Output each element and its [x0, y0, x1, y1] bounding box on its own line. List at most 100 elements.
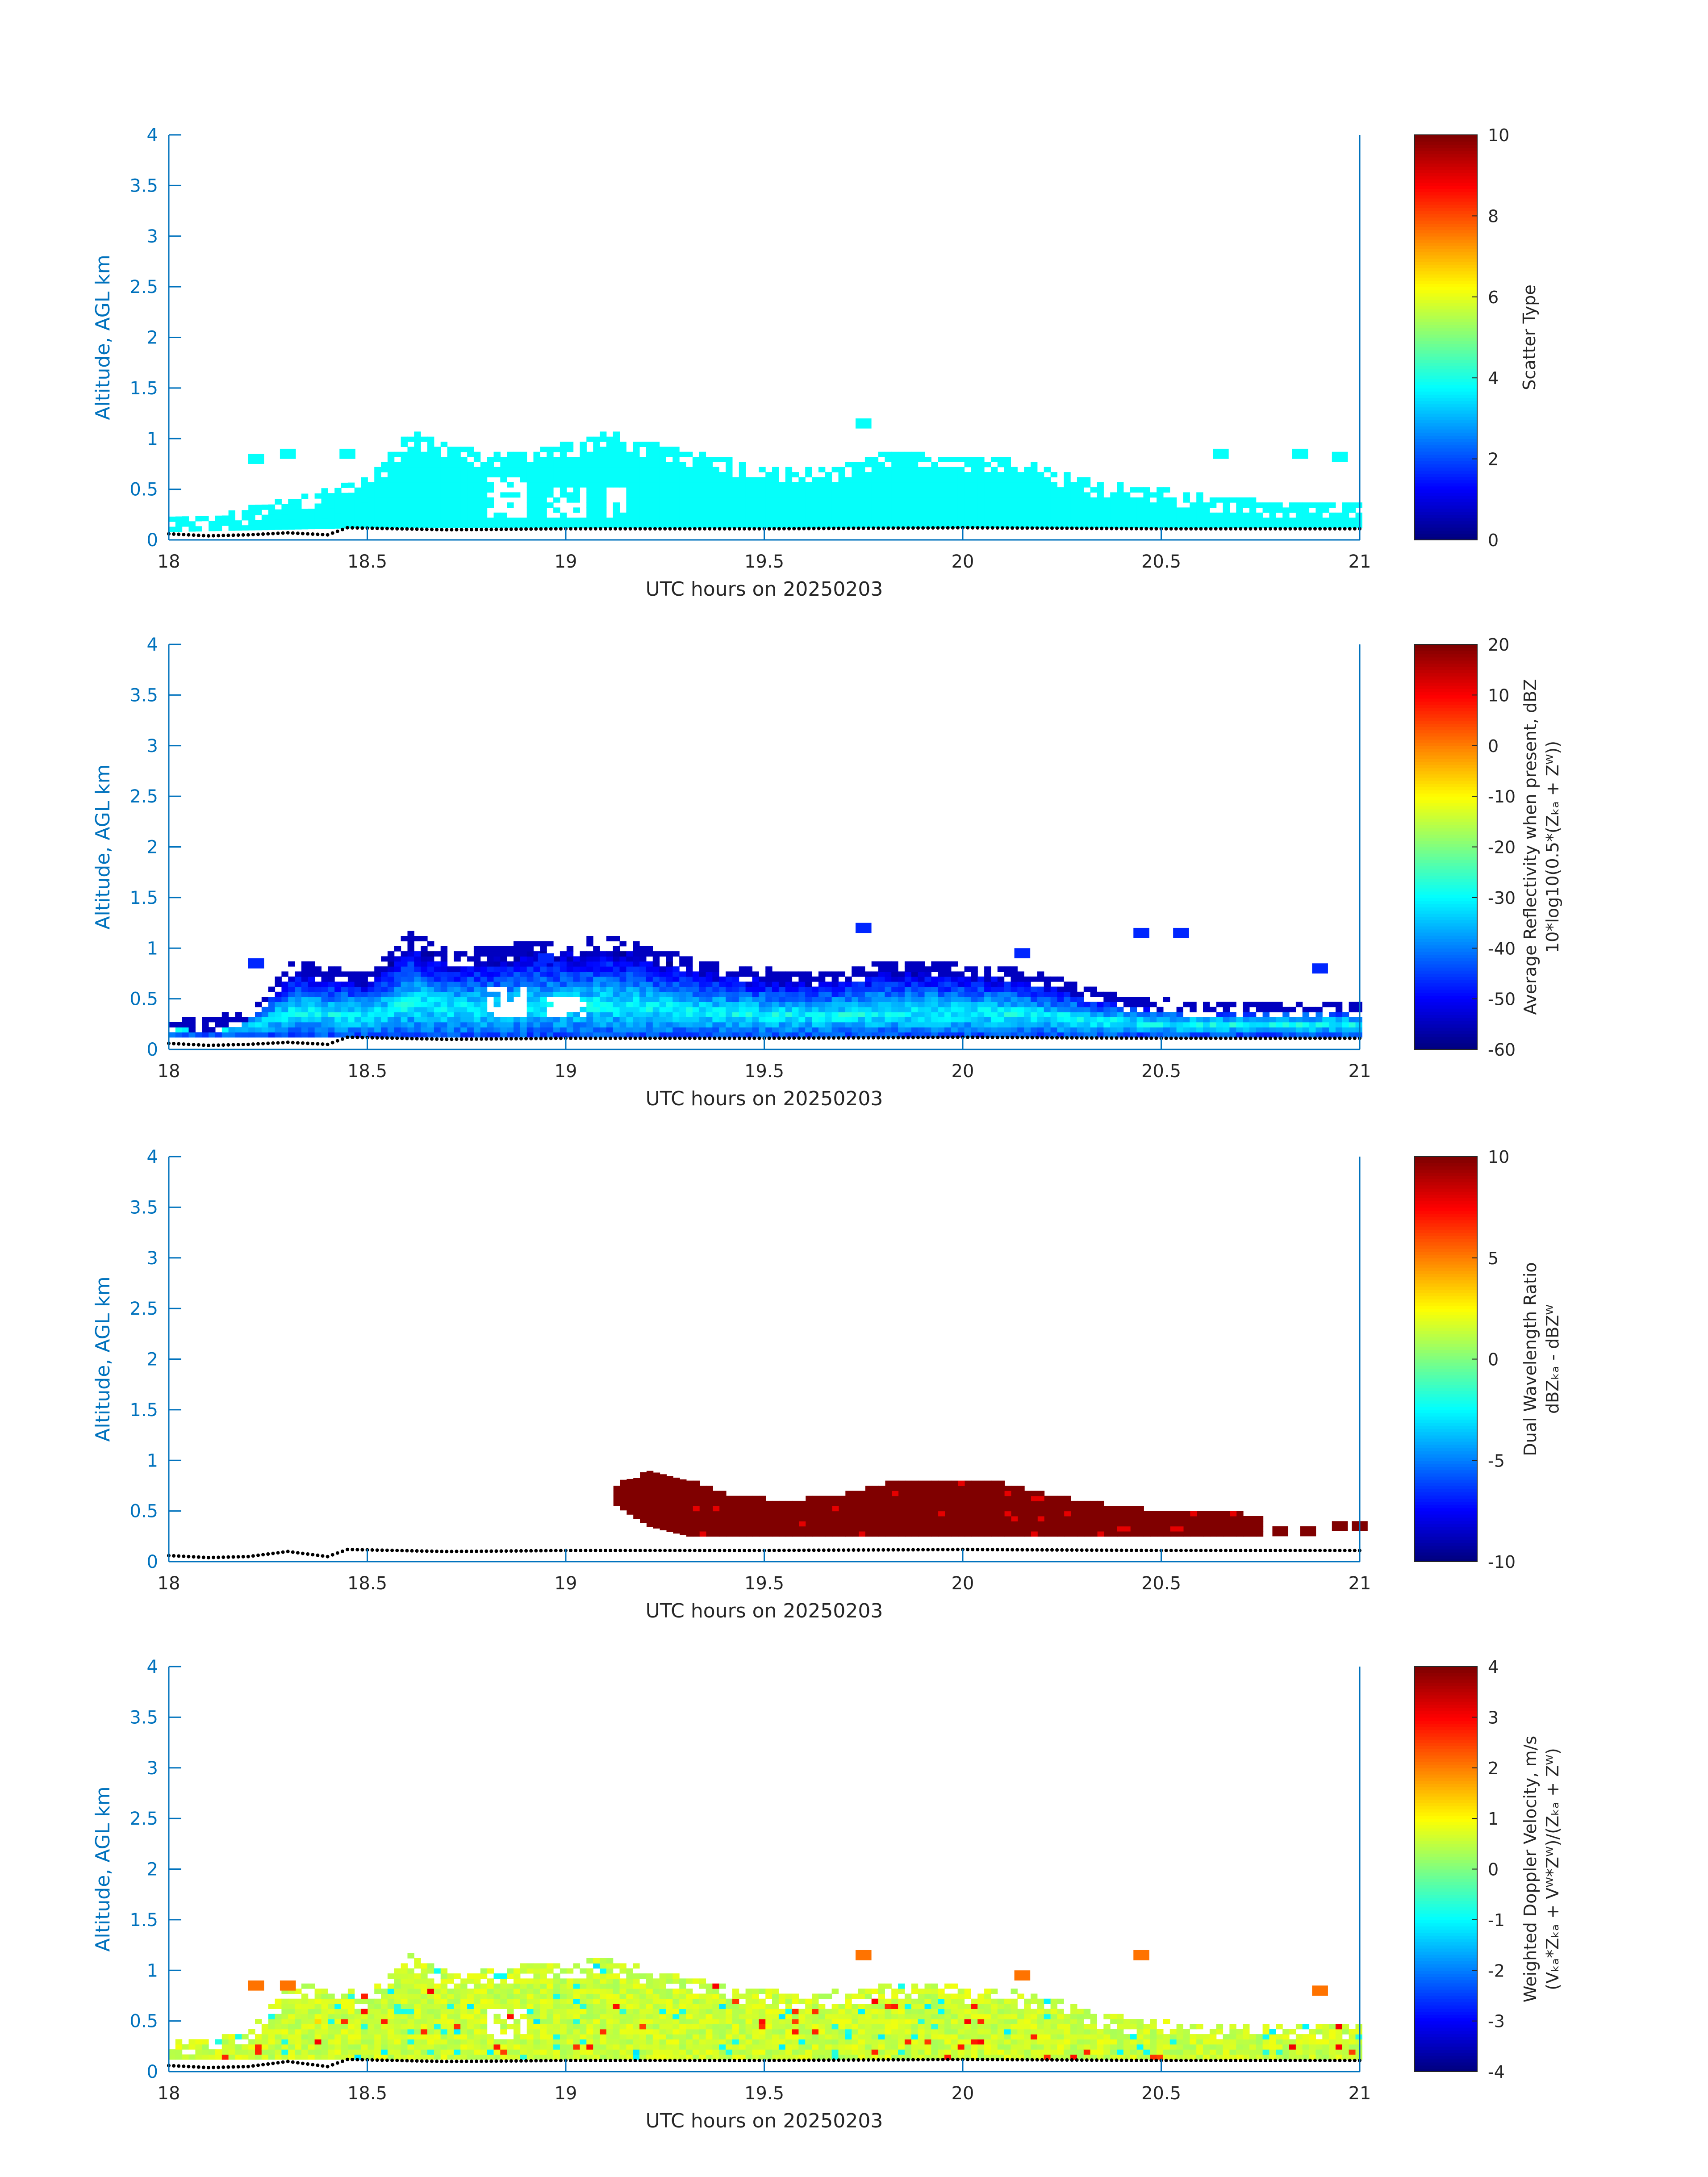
heatmap-cell	[719, 991, 726, 997]
heatmap-cell	[765, 522, 773, 528]
heatmap-cell	[1349, 507, 1356, 513]
heatmap-cell	[911, 961, 919, 967]
heatmap-cell	[633, 1027, 640, 1032]
heatmap-cell	[1057, 976, 1064, 982]
heatmap-cell	[361, 477, 368, 483]
heatmap-cell	[990, 502, 998, 508]
heatmap-cell	[460, 997, 468, 1002]
heatmap-cell	[520, 462, 527, 468]
colorbar-step	[1415, 331, 1477, 335]
heatmap-cell	[885, 522, 892, 528]
heatmap-cell	[951, 1007, 958, 1012]
colorbar-step	[1415, 502, 1477, 506]
heatmap-cell	[1117, 997, 1124, 1002]
heatmap-cell	[560, 986, 567, 992]
heatmap-cell	[1262, 518, 1270, 523]
heatmap-cell	[805, 522, 812, 528]
ground-dot	[1011, 1036, 1015, 1040]
heatmap-cell	[414, 472, 421, 477]
heatmap-cell	[659, 1032, 666, 1038]
heatmap-cell	[341, 493, 348, 498]
heatmap-cell	[951, 482, 958, 488]
heatmap-cell	[990, 487, 998, 493]
colorbar-step	[1415, 384, 1477, 389]
heatmap-cell	[1103, 1012, 1111, 1017]
heatmap-cell	[1223, 1007, 1230, 1012]
heatmap-cell	[1143, 1022, 1150, 1028]
heatmap-cell	[831, 1007, 839, 1012]
heatmap-cell	[526, 472, 534, 477]
heatmap-cell	[374, 518, 381, 523]
colorbar-step	[1415, 714, 1477, 718]
heatmap-cell	[1229, 1032, 1236, 1038]
heatmap-cell	[692, 472, 700, 477]
heatmap-cell	[918, 1002, 925, 1007]
heatmap-cell	[1349, 1002, 1356, 1007]
heatmap-cell	[1083, 986, 1091, 992]
heatmap-cell	[1249, 502, 1257, 508]
heatmap-cell	[1143, 1007, 1150, 1012]
heatmap-cell	[1223, 1017, 1230, 1023]
colorbar-step	[1415, 223, 1477, 227]
heatmap-cell	[553, 1017, 560, 1023]
heatmap-cell	[1024, 1032, 1031, 1038]
heatmap-cell	[792, 986, 799, 992]
colorbar-step	[1415, 211, 1477, 214]
heatmap-cell	[904, 1022, 912, 1028]
heatmap-cell	[944, 966, 952, 972]
heatmap-cell	[692, 482, 700, 488]
heatmap-cell	[560, 451, 567, 457]
heatmap-cell	[646, 982, 653, 987]
heatmap-cell	[620, 1505, 627, 1511]
heatmap-cell	[288, 1017, 295, 1023]
heatmap-cell	[858, 502, 865, 508]
heatmap-cell	[547, 1017, 554, 1023]
heatmap-cell	[666, 961, 673, 967]
heatmap-cell	[831, 518, 839, 523]
heatmap-cell	[878, 1012, 885, 1017]
heatmap-cell	[699, 966, 706, 972]
heatmap-cell	[1163, 497, 1170, 503]
heatmap-cell	[1057, 1007, 1064, 1012]
heatmap-cell	[1302, 1032, 1310, 1038]
heatmap-cell	[619, 966, 626, 972]
heatmap-cell	[778, 507, 786, 513]
ground-dot	[847, 526, 851, 531]
heatmap-cell	[898, 971, 905, 977]
heatmap-cell	[924, 518, 931, 523]
colorbar-step	[1415, 271, 1477, 275]
ground-dot	[1040, 1036, 1044, 1040]
heatmap-cell	[792, 507, 799, 513]
heatmap-cell	[394, 976, 401, 982]
heatmap-cell	[719, 1531, 727, 1537]
heatmap-cell	[1342, 1012, 1349, 1017]
heatmap-cell	[526, 482, 534, 488]
heatmap-cell	[805, 1002, 812, 1007]
heatmap-cell	[421, 487, 428, 493]
heatmap-cell	[394, 462, 401, 468]
heatmap-cell	[812, 1511, 819, 1517]
heatmap-cell	[719, 1496, 727, 1501]
heatmap-cell	[460, 1002, 468, 1007]
heatmap-cell	[692, 1022, 700, 1028]
heatmap-cell	[739, 1521, 747, 1527]
heatmap-cell	[533, 502, 540, 508]
heatmap-cell	[726, 482, 733, 488]
colorbar-step	[1415, 378, 1477, 382]
heatmap-cell	[255, 1032, 262, 1038]
ground-dot	[450, 1037, 454, 1041]
heatmap-cell	[321, 1032, 328, 1038]
heatmap-cell	[221, 1032, 229, 1038]
heatmap-cell	[745, 477, 752, 483]
heatmap-cell	[1090, 1012, 1097, 1017]
heatmap-cell	[852, 512, 859, 518]
heatmap-cell	[818, 1002, 826, 1007]
colorbar-step	[1415, 771, 1477, 775]
heatmap-cell	[533, 487, 540, 493]
heatmap-cell	[898, 986, 905, 992]
heatmap-cell	[639, 492, 647, 498]
heatmap-cell	[447, 997, 454, 1002]
heatmap-cell	[1017, 502, 1024, 508]
heatmap-cell	[1289, 1022, 1296, 1028]
heatmap-cell	[593, 1007, 600, 1012]
